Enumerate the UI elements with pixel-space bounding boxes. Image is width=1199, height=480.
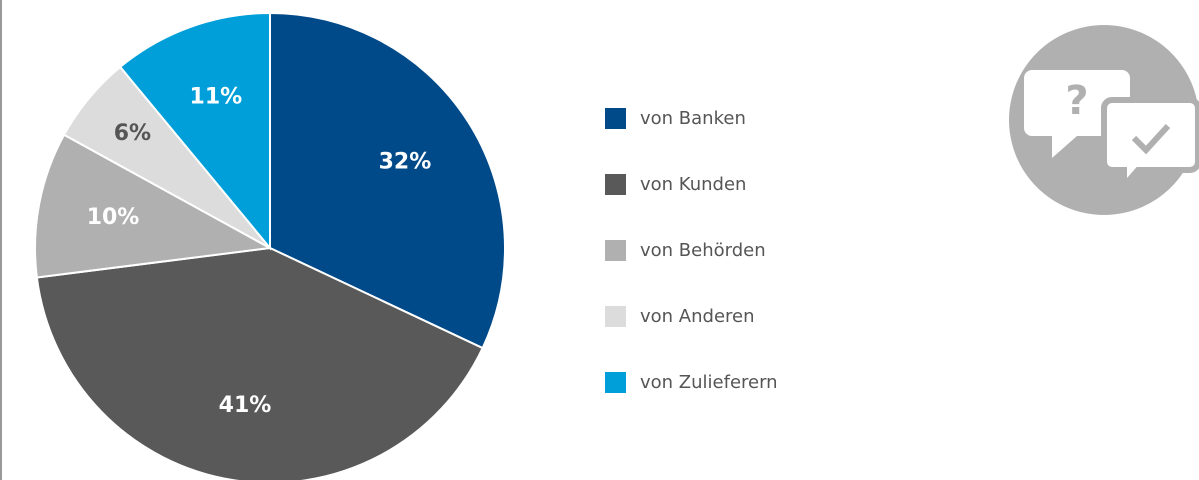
- legend-label: von Zulieferern: [640, 372, 778, 393]
- slice-label: 41%: [219, 393, 272, 418]
- pie-slice: [269, 11, 506, 350]
- slice-label: 32%: [379, 149, 432, 174]
- pie-slice: [35, 246, 484, 480]
- legend-swatch: [605, 306, 626, 327]
- slice-label: 6%: [114, 121, 151, 146]
- pie-slice: [34, 133, 274, 279]
- slice-label: 10%: [87, 205, 140, 230]
- slice-label: 11%: [190, 85, 243, 110]
- legend-label: von Anderen: [640, 306, 755, 327]
- legend-label: von Kunden: [640, 174, 746, 195]
- qa-icon: ?: [1009, 25, 1199, 215]
- legend-swatch: [605, 372, 626, 393]
- legend-swatch: [605, 108, 626, 129]
- svg-text:?: ?: [1065, 78, 1088, 124]
- legend-swatch: [605, 174, 626, 195]
- pie-slice: [118, 11, 271, 251]
- legend-label: von Behörden: [640, 240, 766, 261]
- legend-swatch: [605, 240, 626, 261]
- legend-label: von Banken: [640, 108, 746, 129]
